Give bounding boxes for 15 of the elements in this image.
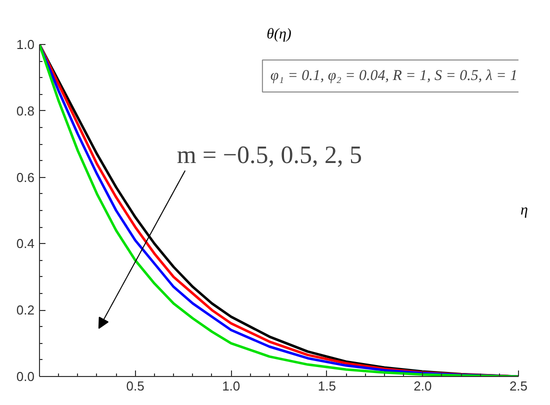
y-tick-label: 0.0 bbox=[16, 369, 35, 384]
x-tick-label: 2.0 bbox=[414, 378, 432, 394]
y-tick-label: 0.2 bbox=[16, 302, 35, 318]
x-tick-label: 0.5 bbox=[126, 378, 144, 394]
annotation: φ₁ = 0.1, φ₂ = 0.04, R = 1, S = 0.5, λ = 1 bbox=[270, 68, 518, 84]
y-tick-label: 0.6 bbox=[16, 170, 35, 185]
y-tick-label: 0.8 bbox=[16, 103, 35, 118]
y-tick-label: 1.0 bbox=[16, 37, 35, 52]
x-axis-title: η bbox=[520, 202, 528, 218]
x-tick-label: 1.5 bbox=[318, 378, 336, 394]
y-axis-title: θ(η) bbox=[266, 26, 292, 42]
y-tick-label: 0.4 bbox=[16, 236, 35, 252]
x-tick-label: 2.5 bbox=[509, 378, 528, 394]
annotation: m = −0.5, 0.5, 2, 5 bbox=[176, 142, 362, 170]
x-tick-label: 1.0 bbox=[222, 378, 240, 394]
